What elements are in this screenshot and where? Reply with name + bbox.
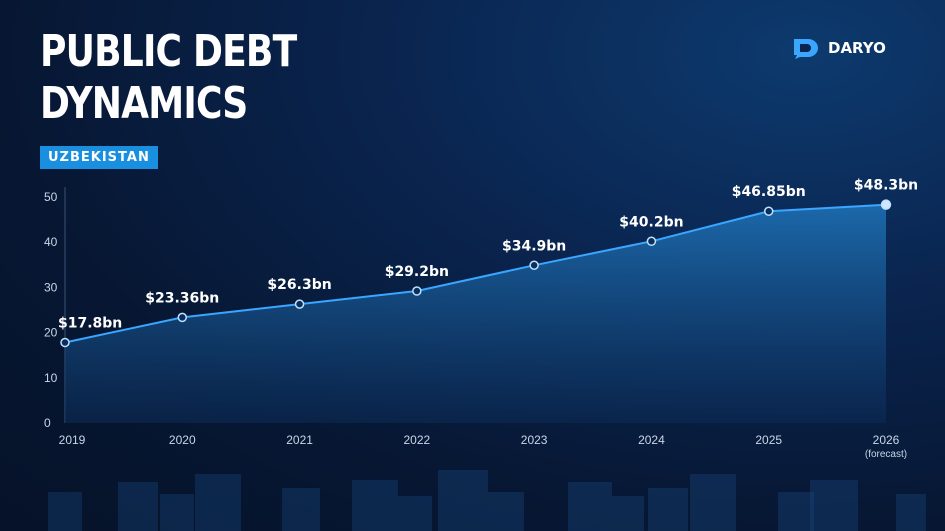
x-tick-label-2026: 2026 xyxy=(873,433,900,447)
x-tick-label-2025: 2025 xyxy=(755,433,782,447)
data-point-2026 xyxy=(880,199,892,210)
decor-block-12 xyxy=(690,474,736,531)
decor-block-5 xyxy=(352,480,398,531)
y-tick-label-20: 20 xyxy=(44,326,58,340)
x-tick-label-2020: 2020 xyxy=(169,433,196,447)
data-point-2024 xyxy=(646,236,657,247)
data-label-2022: $29.2bn xyxy=(385,264,449,280)
data-label-2025: $46.85bn xyxy=(732,184,806,200)
x-axis: 2019 2020 2021 2022 2023 2024 2025 2026 (forecas… xyxy=(59,433,907,460)
title-line-1: PUBLIC DEBT xyxy=(40,26,297,77)
country-badge: UZBEKISTAN xyxy=(40,146,158,169)
data-label-2023: $34.9bn xyxy=(502,238,566,254)
decor-block-6 xyxy=(398,496,432,531)
decor-block-3 xyxy=(195,474,241,531)
chart-title: PUBLIC DEBT DYNAMICS xyxy=(40,26,297,130)
data-label-2024: $40.2bn xyxy=(619,214,683,230)
decor-block-4 xyxy=(282,488,320,531)
decor-block-8 xyxy=(488,492,524,531)
decor-block-14 xyxy=(810,480,858,531)
x-tick-label-2022: 2022 xyxy=(404,433,431,447)
y-tick-label-0: 0 xyxy=(44,416,51,430)
x-tick-label-2024: 2024 xyxy=(638,433,665,447)
series-line xyxy=(64,203,887,344)
logo-text: DARYO xyxy=(828,39,886,57)
data-label-2026: $48.3bn xyxy=(854,178,918,194)
x-tick-note-2026: (forecast) xyxy=(865,449,907,460)
y-tick-label-30: 30 xyxy=(44,280,58,294)
decor-block-11 xyxy=(648,488,688,531)
data-label-2021: $26.3bn xyxy=(267,277,331,293)
decor-block-15 xyxy=(896,494,926,531)
decor-block-13 xyxy=(778,492,814,531)
data-point-2020 xyxy=(177,312,188,323)
y-axis: 0 10 20 30 40 50 xyxy=(44,187,66,430)
data-point-2021 xyxy=(294,299,305,309)
decor-block-0 xyxy=(48,492,82,531)
x-tick-label-2023: 2023 xyxy=(521,433,548,447)
decor-block-2 xyxy=(160,494,194,531)
data-label-2019: $17.8bn xyxy=(58,316,122,332)
daryo-logo-icon xyxy=(794,39,818,59)
data-point-2023 xyxy=(529,260,539,271)
y-tick-label-40: 40 xyxy=(44,235,58,249)
x-tick-label-2019: 2019 xyxy=(59,433,86,447)
decor-block-7 xyxy=(438,470,488,531)
data-point-2022 xyxy=(412,286,422,296)
data-points xyxy=(60,199,892,348)
x-tick-label-2021: 2021 xyxy=(286,433,313,447)
background-decor xyxy=(48,470,926,531)
decor-block-9 xyxy=(568,482,612,531)
decor-block-10 xyxy=(612,496,644,531)
daryo-logo: DARYO xyxy=(792,36,886,60)
title-line-2: DYNAMICS xyxy=(40,78,248,129)
data-point-2019 xyxy=(60,337,70,348)
area-fill xyxy=(65,204,886,423)
data-point-2025 xyxy=(763,206,774,216)
y-tick-label-50: 50 xyxy=(44,190,58,204)
decor-block-1 xyxy=(118,482,158,531)
data-labels: $17.8bn $23.36bn $26.3bn $29.2bn $34.9bn $40.… xyxy=(58,178,918,332)
data-label-2020: $23.36bn xyxy=(145,290,219,306)
y-tick-label-10: 10 xyxy=(44,371,58,385)
